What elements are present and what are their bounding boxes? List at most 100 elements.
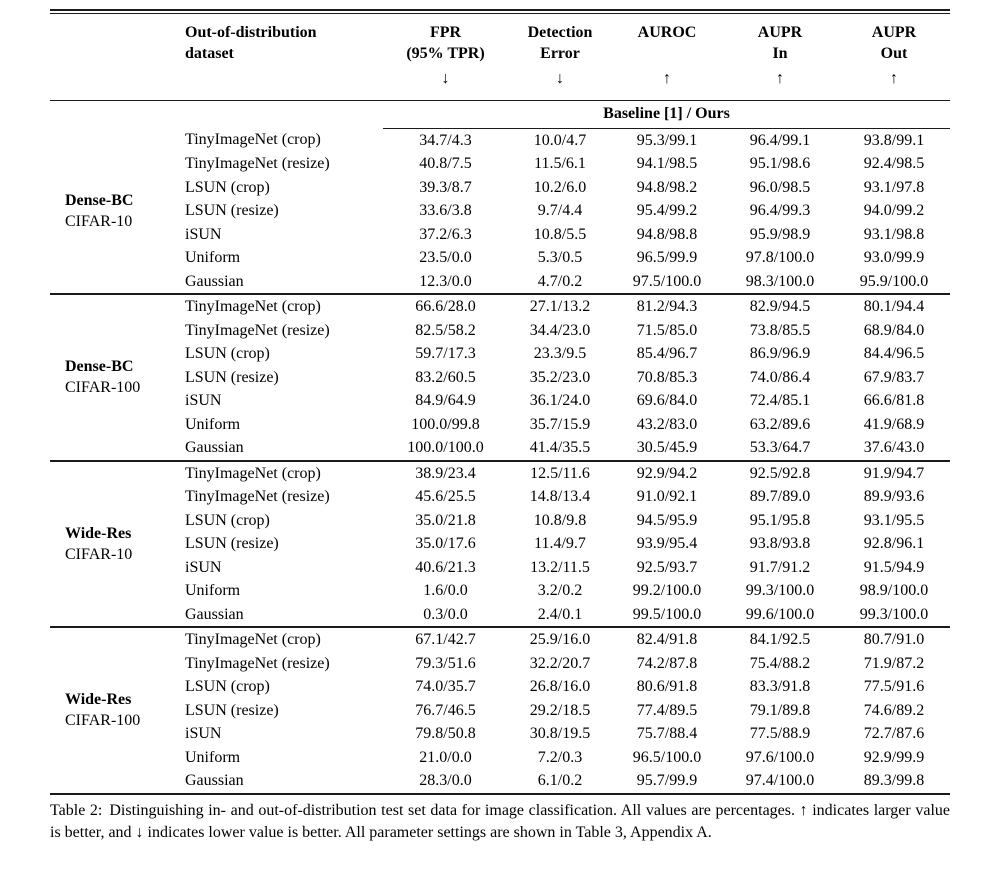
baseline-subheader-row: Baseline [1] / Ours: [50, 100, 950, 129]
metric-value-cell: 89.9/93.6: [863, 488, 925, 505]
ood-dataset-cell: LSUN (resize): [185, 368, 279, 386]
baseline-spacer-cell: [50, 100, 383, 128]
metric-value-cell: 45.6/25.5: [415, 488, 476, 505]
metric-value-cell: 93.1/95.5: [863, 511, 925, 529]
metric-value-cell: 41.9/68.9: [863, 415, 925, 433]
metric-value-cell: 80.6/91.8: [636, 678, 698, 695]
metric-value-cell: 12.3/0.0: [419, 272, 472, 290]
ood-dataset-cell: Uniform: [185, 582, 241, 599]
metric-value-cell: 12.5/11.6: [508, 459, 612, 485]
table-row: Uniform 1.6/0.0 3.2/0.2 99.2/100.0 99.3/100.…: [50, 579, 950, 603]
ood-dataset-cell: Gaussian: [185, 772, 244, 789]
metric-value-cell: 84.1/92.5: [722, 626, 838, 652]
group-indist-dataset: CIFAR-100: [65, 379, 141, 397]
metric-value-cell: 96.0/98.5: [749, 178, 811, 196]
metric-value-cell: 41.4/35.5: [529, 439, 591, 456]
table-row: LSUN (crop) 39.3/8.7 10.2/6.0 94.8/98.2 96.0…: [50, 176, 950, 200]
header-aupr-in: AUPR In ↑: [722, 13, 838, 101]
header-fpr-line1: FPR: [429, 23, 462, 41]
metric-value-cell: 93.0/99.9: [863, 249, 925, 266]
metric-value-cell: 7.2/0.3: [537, 748, 583, 766]
ood-dataset-cell: LSUN (crop): [185, 678, 270, 695]
ood-dataset-cell: TinyImageNet (crop): [185, 626, 383, 652]
ood-dataset-cell: iSUN: [185, 725, 222, 742]
metric-value-cell: 3.2/0.2: [537, 582, 583, 599]
metric-value-cell: 95.4/99.2: [636, 202, 698, 219]
table-row: iSUN 37.2/6.3 10.8/5.5 94.8/98.8 95.9/98.9 93…: [50, 223, 950, 247]
ood-dataset-cell: iSUN: [185, 558, 222, 576]
table-row: Dense-BC CIFAR-100 TinyImageNet (crop) 66.6…: [50, 293, 950, 461]
metric-value-cell: 99.3/100.0: [859, 605, 929, 623]
metric-value-cell: 30.8/19.5: [529, 725, 591, 742]
metric-value-cell: 93.8/99.1: [863, 131, 925, 149]
metric-value-cell: 36.1/24.0: [529, 392, 591, 409]
metric-value-cell: 86.9/96.9: [749, 345, 811, 362]
metric-value-cell: 37.6/43.0: [863, 439, 925, 456]
metric-value-cell: 77.5/91.6: [863, 678, 925, 695]
header-aupr-out: AUPR Out ↑: [838, 13, 950, 101]
header-ood-line2: dataset: [185, 44, 234, 62]
metric-value-cell: 23.5/0.0: [419, 249, 472, 266]
metric-value-cell: 40.6/21.3: [415, 558, 476, 576]
caption-text: Distinguishing in- and out-of-distributi…: [50, 801, 950, 842]
metric-value-cell: 28.3/0.0: [419, 772, 472, 789]
metric-value-cell: 84.4/96.5: [863, 345, 925, 362]
group-label: Wide-Res CIFAR-10: [50, 459, 185, 627]
baseline-ours-label: Baseline [1] / Ours: [383, 100, 950, 129]
metric-value-cell: 97.4/100.0: [745, 772, 815, 789]
metric-value-cell: 82.5/58.2: [415, 321, 476, 339]
ood-dataset-cell: Uniform: [185, 249, 241, 266]
metric-value-cell: 38.9/23.4: [383, 459, 508, 485]
metric-value-cell: 93.1/98.8: [863, 225, 925, 243]
table-row: TinyImageNet (resize) 79.3/51.6 32.2/20.7 7…: [50, 652, 950, 676]
group-indist-dataset: CIFAR-10: [65, 545, 133, 563]
table-row: TinyImageNet (resize) 40.8/7.5 11.5/6.1 94.…: [50, 152, 950, 176]
metric-value-cell: 95.1/98.6: [749, 155, 811, 172]
metric-value-cell: 71.9/87.2: [863, 654, 925, 672]
table-row: LSUN (resize) 35.0/17.6 11.4/9.7 93.9/95.4 9…: [50, 532, 950, 556]
metric-value-cell: 74.2/87.8: [636, 654, 698, 672]
metric-value-cell: 77.5/88.9: [749, 725, 811, 742]
metric-value-cell: 74.6/89.2: [863, 701, 925, 719]
group-model-name: Wide-Res: [65, 691, 132, 709]
up-arrow-icon: ↑: [776, 69, 784, 87]
metric-value-cell: 34.4/23.0: [529, 321, 591, 339]
caption-label: Table 2:: [50, 801, 103, 819]
metric-value-cell: 11.4/9.7: [534, 535, 586, 552]
metric-value-cell: 69.6/84.0: [636, 392, 698, 409]
metric-value-cell: 95.7/99.9: [636, 772, 698, 789]
metric-value-cell: 66.6/28.0: [383, 293, 508, 319]
metric-value-cell: 92.9/99.9: [863, 748, 925, 766]
metric-value-cell: 98.3/100.0: [745, 272, 815, 290]
metric-value-cell: 67.9/83.7: [863, 368, 925, 386]
metric-value-cell: 35.0/21.8: [415, 511, 476, 529]
metric-value-cell: 23.3/9.5: [533, 345, 587, 362]
table-row: Gaussian 0.3/0.0 2.4/0.1 99.5/100.0 99.6/100…: [50, 603, 950, 628]
ood-dataset-cell: TinyImageNet (resize): [185, 321, 330, 339]
header-ood-dataset: Out-of-distribution dataset: [185, 13, 383, 101]
metric-value-cell: 0.3/0.0: [423, 605, 468, 623]
metric-value-cell: 39.3/8.7: [419, 178, 472, 196]
group-model-name: Dense-BC: [65, 358, 134, 376]
metric-value-cell: 67.1/42.7: [383, 626, 508, 652]
header-auprin-line2: In: [772, 44, 788, 62]
metric-value-cell: 94.0/99.2: [863, 202, 925, 219]
metric-value-cell: 92.8/96.1: [863, 535, 925, 552]
ood-dataset-cell: LSUN (resize): [185, 701, 279, 719]
table-row: Gaussian 28.3/0.0 6.1/0.2 95.7/99.9 97.4/100…: [50, 769, 950, 794]
header-det-line1: Detection: [527, 23, 593, 41]
table-row: LSUN (crop) 74.0/35.7 26.8/16.0 80.6/91.8 83…: [50, 675, 950, 699]
ood-dataset-cell: iSUN: [185, 392, 222, 409]
metric-value-cell: 92.4/98.5: [863, 155, 925, 172]
ood-dataset-cell: TinyImageNet (resize): [185, 488, 330, 505]
metric-value-cell: 33.6/3.8: [419, 202, 472, 219]
table-row: LSUN (crop) 59.7/17.3 23.3/9.5 85.4/96.7 86.…: [50, 342, 950, 366]
ood-dataset-cell: LSUN (crop): [185, 511, 270, 529]
metric-value-cell: 92.5/93.7: [636, 558, 698, 576]
ood-dataset-cell: TinyImageNet (resize): [185, 155, 330, 172]
header-ood-line1: Out-of-distribution: [185, 23, 317, 41]
down-arrow-icon: ↓: [556, 69, 564, 87]
group-label: Dense-BC CIFAR-10: [50, 128, 185, 294]
metric-value-cell: 94.1/98.5: [636, 155, 698, 172]
